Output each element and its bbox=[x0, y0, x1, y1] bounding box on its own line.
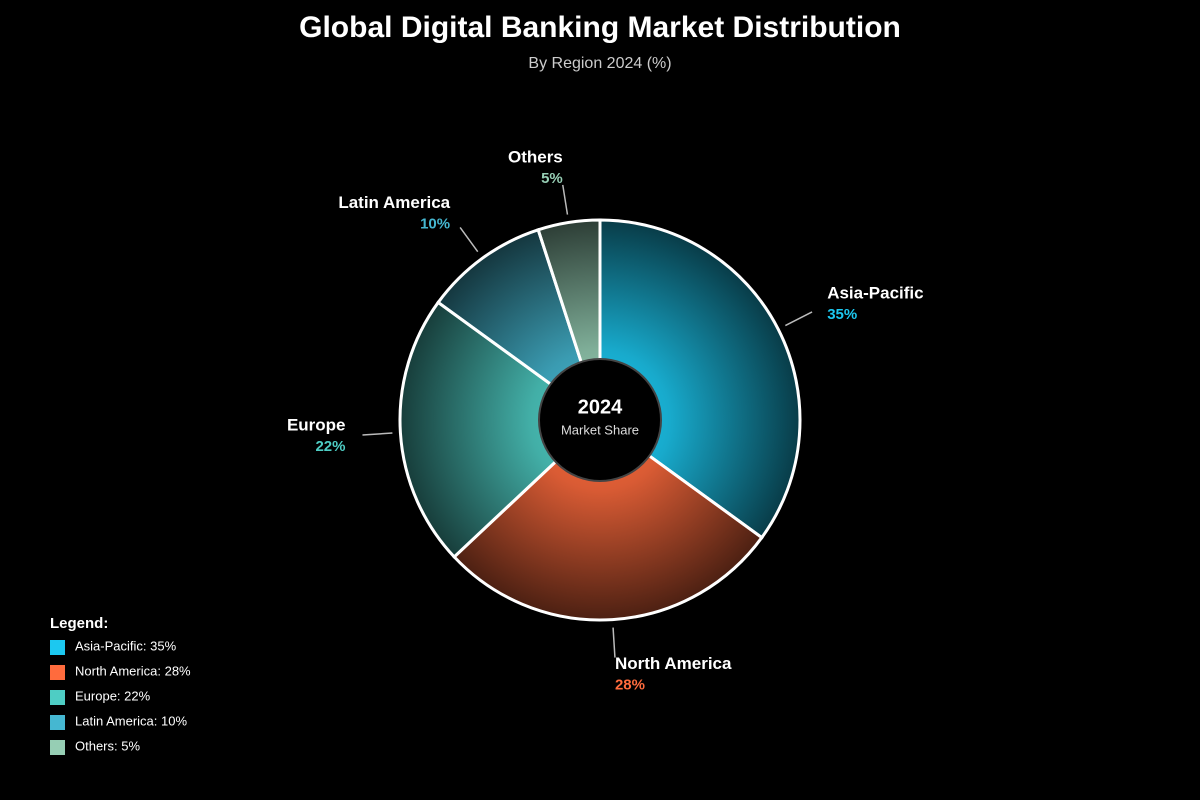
legend-label: Latin America: 10% bbox=[75, 713, 187, 728]
legend-swatch bbox=[50, 665, 65, 680]
pie-slice bbox=[452, 418, 764, 622]
leader-line bbox=[784, 311, 813, 327]
leader-line bbox=[612, 627, 616, 658]
leader-line bbox=[362, 432, 393, 436]
leader-line bbox=[459, 227, 479, 253]
center-title: 2024 bbox=[578, 396, 623, 418]
center-subtitle: Market Share bbox=[561, 422, 639, 437]
slice-label: Asia-Pacific bbox=[827, 284, 923, 303]
slice-label: Europe bbox=[287, 415, 346, 434]
slice-value-label: 22% bbox=[315, 438, 345, 455]
legend-swatch bbox=[50, 690, 65, 705]
legend-title: Legend: bbox=[50, 615, 108, 632]
slice-label: North America bbox=[615, 654, 732, 673]
legend-swatch bbox=[50, 740, 65, 755]
pie-slice bbox=[436, 227, 603, 424]
pie-slice bbox=[598, 218, 802, 540]
chart-subtitle: By Region 2024 (%) bbox=[528, 55, 671, 72]
slice-label: Others bbox=[508, 148, 563, 167]
legend-label: Europe: 22% bbox=[75, 688, 151, 703]
donut-hole bbox=[538, 358, 662, 482]
legend-label: Asia-Pacific: 35% bbox=[75, 638, 177, 653]
slice-label: Latin America bbox=[338, 193, 450, 212]
slice-value-label: 28% bbox=[615, 676, 645, 693]
legend-swatch bbox=[50, 715, 65, 730]
pie-slice bbox=[398, 300, 603, 560]
slice-value-label: 10% bbox=[420, 216, 450, 233]
chart-title: Global Digital Banking Market Distributi… bbox=[299, 11, 901, 44]
slice-value-label: 35% bbox=[827, 306, 857, 323]
legend-label: North America: 28% bbox=[75, 663, 191, 678]
leader-line bbox=[562, 184, 569, 215]
legend-swatch bbox=[50, 640, 65, 655]
legend-label: Others: 5% bbox=[75, 738, 140, 753]
slice-value-label: 5% bbox=[541, 170, 563, 187]
